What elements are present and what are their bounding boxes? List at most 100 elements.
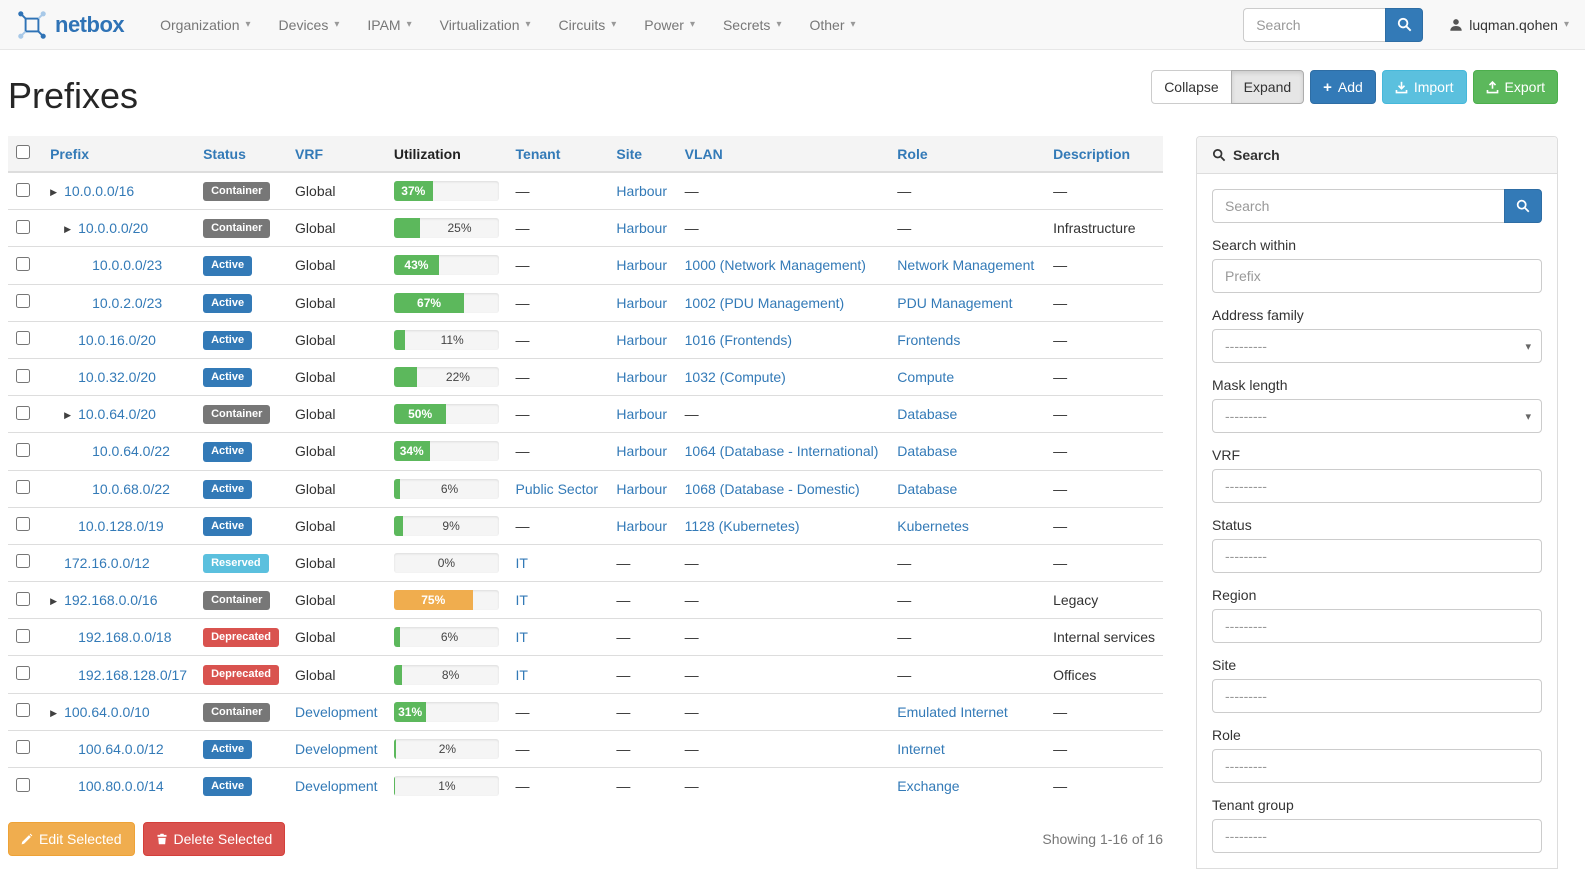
- prefix-link[interactable]: 192.168.0.0/18: [78, 629, 172, 646]
- nav-menu-ipam[interactable]: IPAM ▾: [353, 2, 425, 48]
- tenant-link[interactable]: IT: [515, 592, 528, 609]
- add-button[interactable]: + Add: [1310, 70, 1376, 104]
- tenant-link[interactable]: Public Sector: [515, 480, 599, 497]
- row-checkbox[interactable]: [16, 666, 30, 681]
- nav-menu-virtualization[interactable]: Virtualization ▾: [426, 2, 545, 48]
- row-checkbox[interactable]: [16, 405, 30, 420]
- navbar-search-input[interactable]: [1243, 7, 1386, 42]
- prefix-link[interactable]: 100.80.0.0/14: [78, 778, 164, 795]
- vrf-link[interactable]: Development: [295, 740, 378, 757]
- nav-menu-organization[interactable]: Organization ▾: [146, 2, 264, 48]
- site-link[interactable]: Harbour: [616, 257, 668, 274]
- tenant-link[interactable]: IT: [515, 554, 528, 571]
- role-link[interactable]: Emulated Internet: [897, 703, 1008, 720]
- role-link[interactable]: Database: [897, 406, 958, 423]
- filter-select-site[interactable]: ---------: [1212, 679, 1542, 713]
- prefix-link[interactable]: 10.0.64.0/22: [92, 443, 170, 460]
- site-link[interactable]: Harbour: [616, 220, 668, 237]
- role-link[interactable]: Network Management: [897, 257, 1035, 274]
- prefix-link[interactable]: 10.0.0.0/20: [78, 220, 149, 237]
- row-checkbox[interactable]: [16, 442, 30, 457]
- prefix-link[interactable]: 10.0.0.0/16: [64, 183, 135, 200]
- vlan-link[interactable]: 1016 (Frontends): [684, 331, 793, 348]
- vrf-link[interactable]: Development: [295, 703, 378, 720]
- role-link[interactable]: Kubernetes: [897, 517, 969, 534]
- site-link[interactable]: Harbour: [616, 443, 668, 460]
- column-header-vrf[interactable]: VRF: [287, 136, 386, 173]
- nav-menu-other[interactable]: Other ▾: [795, 2, 869, 48]
- prefix-link[interactable]: 10.0.32.0/20: [78, 369, 156, 386]
- export-button[interactable]: Export: [1472, 70, 1558, 104]
- prefix-link[interactable]: 172.16.0.0/12: [64, 554, 150, 571]
- prefix-link[interactable]: 100.64.0.0/12: [78, 740, 164, 757]
- column-header-role[interactable]: Role: [889, 136, 1046, 173]
- expand-button[interactable]: Expand: [1230, 70, 1305, 104]
- nav-menu-secrets[interactable]: Secrets ▾: [709, 2, 796, 48]
- vlan-link[interactable]: 1064 (Database - International): [684, 443, 879, 460]
- row-checkbox[interactable]: [16, 703, 30, 718]
- prefix-link[interactable]: 10.0.16.0/20: [78, 331, 156, 348]
- prefix-link[interactable]: 192.168.128.0/17: [78, 666, 188, 683]
- row-checkbox[interactable]: [16, 182, 30, 197]
- filter-select-role[interactable]: ---------: [1212, 749, 1542, 783]
- filter-input-search-within[interactable]: [1212, 259, 1542, 293]
- row-checkbox[interactable]: [16, 777, 30, 792]
- row-checkbox[interactable]: [16, 256, 30, 271]
- edit-selected-button[interactable]: Edit Selected: [8, 822, 135, 857]
- prefix-link[interactable]: 10.0.2.0/23: [92, 294, 163, 311]
- column-header-vlan[interactable]: VLAN: [676, 136, 890, 173]
- column-header-prefix[interactable]: Prefix: [42, 136, 196, 173]
- vlan-link[interactable]: 1000 (Network Management): [684, 257, 866, 274]
- tenant-link[interactable]: IT: [515, 666, 528, 683]
- site-link[interactable]: Harbour: [616, 369, 668, 386]
- brand-logo[interactable]: netbox: [16, 9, 125, 41]
- filter-select-vrf[interactable]: ---------: [1212, 469, 1542, 503]
- vrf-link[interactable]: Development: [295, 778, 378, 795]
- row-checkbox[interactable]: [16, 517, 30, 532]
- select-all-checkbox[interactable]: [16, 145, 30, 159]
- row-checkbox[interactable]: [16, 554, 30, 569]
- prefix-link[interactable]: 10.0.128.0/19: [78, 517, 164, 534]
- nav-menu-circuits[interactable]: Circuits ▾: [545, 2, 631, 48]
- column-header-status[interactable]: Status: [195, 136, 288, 173]
- vlan-link[interactable]: 1068 (Database - Domestic): [684, 480, 860, 497]
- filter-select-tenant-group[interactable]: ---------: [1212, 819, 1542, 853]
- role-link[interactable]: Database: [897, 480, 958, 497]
- row-checkbox[interactable]: [16, 368, 30, 383]
- role-link[interactable]: Frontends: [897, 331, 961, 348]
- user-menu[interactable]: luqman.qohen ▾: [1449, 17, 1569, 33]
- navbar-search-button[interactable]: [1385, 7, 1424, 42]
- column-header-tenant[interactable]: Tenant: [507, 136, 609, 173]
- vlan-link[interactable]: 1128 (Kubernetes): [684, 517, 800, 534]
- role-link[interactable]: Exchange: [897, 778, 960, 795]
- delete-selected-button[interactable]: Delete Selected: [142, 822, 286, 857]
- prefix-link[interactable]: 10.0.0.0/23: [92, 257, 163, 274]
- filter-select-mask-length[interactable]: --------- ▾: [1212, 399, 1542, 433]
- prefix-link[interactable]: 10.0.68.0/22: [92, 480, 170, 497]
- site-link[interactable]: Harbour: [616, 517, 668, 534]
- role-link[interactable]: PDU Management: [897, 294, 1013, 311]
- prefix-link[interactable]: 100.64.0.0/10: [64, 703, 150, 720]
- row-checkbox[interactable]: [16, 331, 30, 346]
- site-link[interactable]: Harbour: [616, 183, 668, 200]
- column-header-site[interactable]: Site: [608, 136, 677, 173]
- row-checkbox[interactable]: [16, 480, 30, 495]
- filter-select-status[interactable]: ---------: [1212, 539, 1542, 573]
- row-checkbox[interactable]: [16, 294, 30, 309]
- prefix-link[interactable]: 10.0.64.0/20: [78, 406, 156, 423]
- nav-menu-devices[interactable]: Devices ▾: [265, 2, 354, 48]
- row-checkbox[interactable]: [16, 219, 30, 234]
- filter-select-address-family[interactable]: --------- ▾: [1212, 329, 1542, 363]
- import-button[interactable]: Import: [1381, 70, 1467, 104]
- tenant-link[interactable]: IT: [515, 629, 528, 646]
- role-link[interactable]: Database: [897, 443, 958, 460]
- sidebar-search-input[interactable]: [1212, 189, 1504, 223]
- role-link[interactable]: Compute: [897, 369, 955, 386]
- site-link[interactable]: Harbour: [616, 294, 668, 311]
- collapse-button[interactable]: Collapse: [1151, 70, 1232, 104]
- site-link[interactable]: Harbour: [616, 480, 668, 497]
- site-link[interactable]: Harbour: [616, 331, 668, 348]
- row-checkbox[interactable]: [16, 628, 30, 643]
- vlan-link[interactable]: 1032 (Compute): [684, 369, 786, 386]
- vlan-link[interactable]: 1002 (PDU Management): [684, 294, 845, 311]
